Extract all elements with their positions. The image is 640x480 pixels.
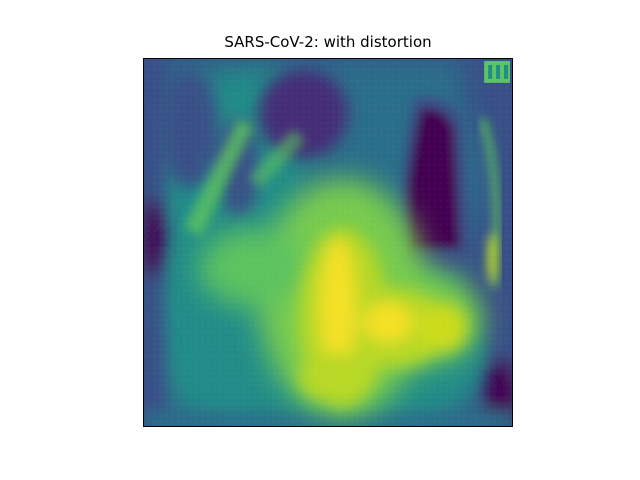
xray-heatmap-image [144,59,512,426]
image-axes [143,58,513,427]
figure-title: SARS-CoV-2: with distortion [224,33,432,51]
heatmap-pixel-texture [144,59,512,426]
